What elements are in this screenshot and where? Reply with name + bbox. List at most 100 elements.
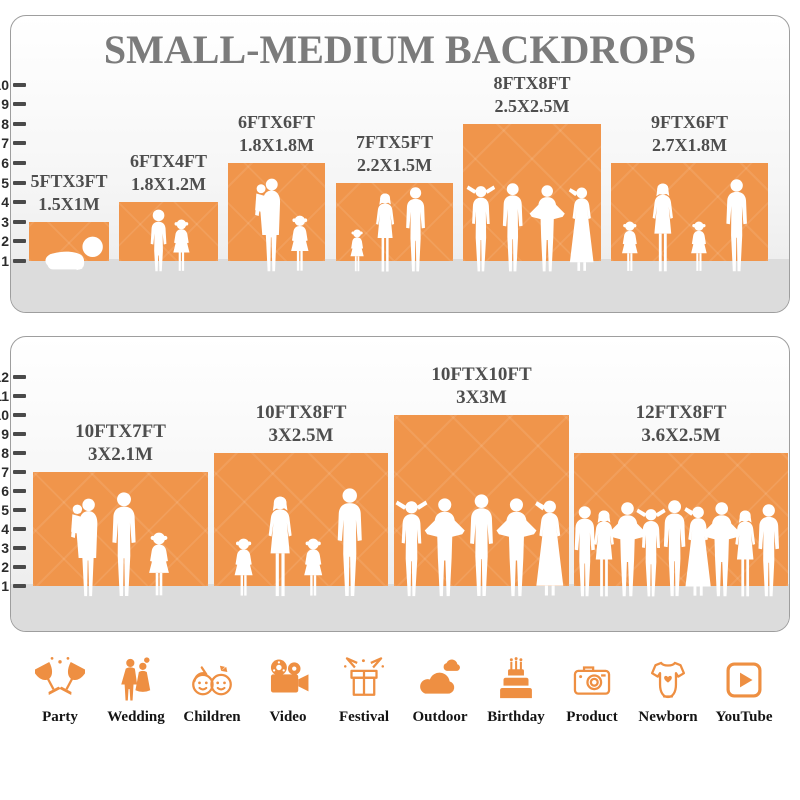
party-icon xyxy=(35,655,85,705)
ruler-tick xyxy=(13,432,26,436)
ruler-number: 1 xyxy=(1,253,9,269)
wedding-icon xyxy=(111,655,161,705)
bar-size-m: 2.7X1.8M xyxy=(651,135,727,155)
category-item-video: Video xyxy=(254,655,322,775)
ruler-tick xyxy=(13,451,26,455)
ruler-number: 6 xyxy=(1,483,9,499)
category-label: Video xyxy=(269,709,307,725)
video-icon xyxy=(263,655,313,705)
woman-silhouette xyxy=(376,193,395,272)
man-silhouette xyxy=(112,492,136,597)
woman-dress-silhouette xyxy=(684,506,711,596)
man-silhouette xyxy=(726,179,747,272)
ruler-tick xyxy=(13,394,26,398)
product-icon xyxy=(567,655,617,705)
man-silhouette xyxy=(406,187,425,272)
ruler-tick xyxy=(13,565,26,569)
category-item-birthday: Birthday xyxy=(482,655,550,775)
category-label: Birthday xyxy=(487,709,545,725)
ruler-number: 3 xyxy=(1,540,9,556)
bar-size-label: 5FTX3FT 1.5X1M xyxy=(30,170,107,216)
category-label: Party xyxy=(42,709,78,725)
ruler-tick xyxy=(13,584,26,588)
man-silhouette xyxy=(502,183,523,272)
ruler-number: 5 xyxy=(1,502,9,518)
baby-silhouette xyxy=(45,236,103,271)
man-silhouette xyxy=(663,500,686,597)
woman-silhouette xyxy=(652,183,673,272)
ruler-tick xyxy=(13,413,26,417)
man-silhouette xyxy=(470,494,493,597)
boy-silhouette xyxy=(150,209,167,272)
ruler-number: 10 xyxy=(0,407,9,423)
ruler-tick xyxy=(13,470,26,474)
ruler-number: 8 xyxy=(1,115,9,132)
category-label: Newborn xyxy=(638,709,698,725)
page-title: SMALL-MEDIUM BACKDROPS xyxy=(103,27,697,72)
ruler-tick xyxy=(13,259,26,263)
ruler-number: 8 xyxy=(1,445,9,461)
woman-pose-silhouette xyxy=(636,508,666,597)
bar-size-m: 3X2.5M xyxy=(268,425,334,446)
category-label: Product xyxy=(566,709,618,725)
ruler-tick xyxy=(13,375,26,379)
girl-silhouette xyxy=(691,221,707,271)
category-row: Party Wedding Children Video Festival Outdoor… xyxy=(0,655,800,775)
category-item-outdoor: Outdoor xyxy=(406,655,474,775)
woman-carry-silhouette xyxy=(255,178,281,272)
man-hips-silhouette xyxy=(424,498,465,597)
woman-silhouette xyxy=(735,510,756,597)
man-hips-silhouette xyxy=(608,502,647,597)
children-icon xyxy=(187,655,237,705)
ruler-tick xyxy=(13,180,26,185)
people-silhouettes xyxy=(234,488,362,597)
woman-silhouette xyxy=(268,496,292,597)
girl-silhouette xyxy=(304,538,323,596)
man-hips-silhouette xyxy=(496,498,537,597)
ruler-number: 12 xyxy=(0,369,9,385)
bar-size-ft: 6FTX6FT xyxy=(237,112,316,132)
bar-size-ft: 9FTX6FT xyxy=(650,112,729,132)
bar-size-ft: 6FTX4FT xyxy=(129,151,208,172)
category-label: YouTube xyxy=(715,709,773,725)
outdoor-icon xyxy=(415,655,465,705)
people-silhouettes xyxy=(350,187,425,272)
woman-silhouette xyxy=(594,510,614,597)
category-item-wedding: Wedding xyxy=(102,655,170,775)
ruler-number: 9 xyxy=(1,426,9,442)
man-silhouette xyxy=(574,506,595,597)
panel-small-medium: SMALL-MEDIUM BACKDROPS 1 2 3 4 5 6 7 8 9 10 5FTX3F… xyxy=(0,15,790,313)
ruler-tick xyxy=(13,141,26,146)
people-silhouettes xyxy=(574,500,780,597)
ruler-number: 7 xyxy=(1,135,9,152)
ruler-number: 3 xyxy=(1,213,9,230)
bar-size-m: 2.2X1.5M xyxy=(356,154,432,175)
bar-size-m: 1.8X1.2M xyxy=(130,174,206,195)
ruler-tick xyxy=(13,121,26,126)
category-item-newborn: Newborn xyxy=(634,655,702,775)
ruler-number: 5 xyxy=(1,174,9,191)
backdrop-bar xyxy=(611,163,768,261)
bar-size-m: 1.5X1M xyxy=(38,193,100,214)
woman-carry-silhouette xyxy=(71,498,98,597)
woman-dress-silhouette xyxy=(568,187,594,271)
bar-size-label: 6FTX6FT 1.8X1.8M xyxy=(238,111,315,157)
ruler-tick xyxy=(13,200,26,205)
bar-size-m: 1.8X1.8M xyxy=(238,135,314,155)
ruler-number: 9 xyxy=(1,96,9,113)
man-silhouette xyxy=(337,488,362,596)
bar-size-m: 3X2.1M xyxy=(88,444,153,465)
ruler-number: 4 xyxy=(1,194,9,211)
newborn-icon xyxy=(643,655,693,705)
girl-silhouette xyxy=(622,221,638,271)
woman-dress-silhouette xyxy=(535,500,564,596)
ruler-tick xyxy=(13,161,26,165)
ruler-tick xyxy=(13,219,26,224)
ruler-number: 7 xyxy=(1,464,9,480)
category-label: Wedding xyxy=(107,709,165,725)
ruler-tick xyxy=(13,102,26,107)
category-item-party: Party xyxy=(26,655,94,775)
girl-silhouette xyxy=(149,532,169,596)
ruler-tick xyxy=(13,527,26,531)
category-label: Children xyxy=(183,709,241,725)
